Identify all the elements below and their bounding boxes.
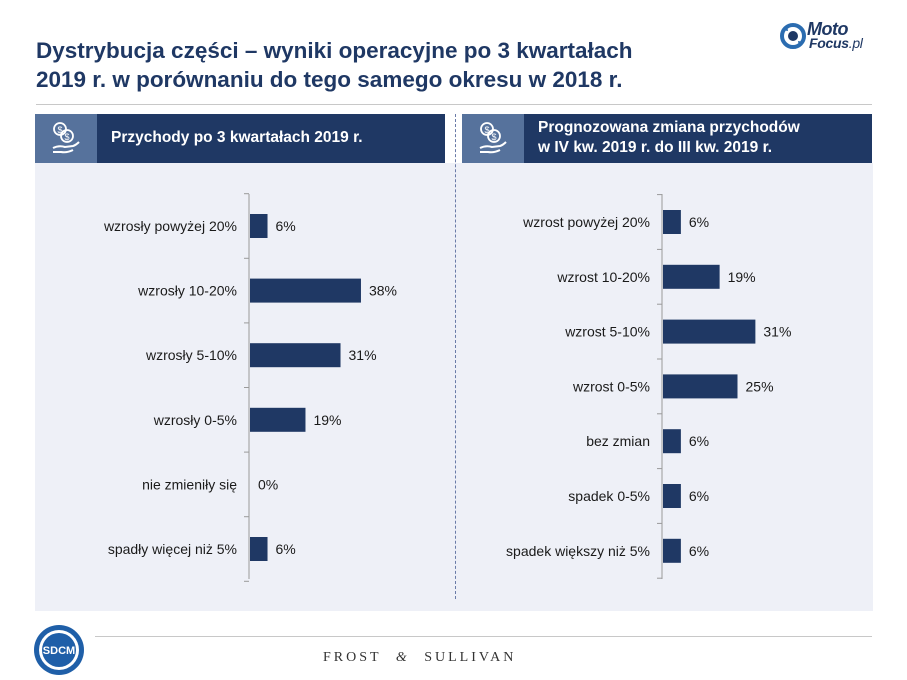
right-category-label: wzrost 0-5%	[572, 378, 650, 394]
right-category-label: wzrost 5-10%	[564, 324, 650, 340]
left-bar	[250, 214, 268, 238]
left-value-label: 0%	[258, 476, 278, 492]
svg-text:$: $	[491, 132, 496, 142]
panel-divider	[455, 114, 456, 599]
logo-text-pl: .pl	[848, 35, 863, 51]
right-category-label: wzrost powyżej 20%	[522, 214, 650, 230]
left-bar	[250, 278, 361, 303]
right-bar	[663, 484, 681, 508]
sullivan-word: SULLIVAN	[424, 650, 517, 665]
left-panel-header: $ $ Przychody po 3 kwartałach 2019 r.	[35, 114, 445, 163]
left-bar	[250, 537, 268, 561]
right-panel-header: $ $ Prognozowana zmiana przychodów w IV …	[462, 114, 872, 163]
right-category-label: wzrost 10-20%	[556, 269, 650, 285]
right-value-label: 6%	[689, 433, 709, 449]
left-value-label: 6%	[276, 541, 296, 557]
right-header-line-1: Prognozowana zmiana przychodów	[538, 119, 800, 136]
right-value-label: 19%	[728, 269, 756, 285]
money-hand-icon: $ $	[479, 122, 507, 154]
right-bar	[663, 429, 681, 454]
money-hand-icon: $ $	[52, 122, 80, 154]
left-category-label: wzrosły 0-5%	[153, 412, 237, 428]
right-bar	[663, 210, 681, 234]
right-header-line-2: w IV kw. 2019 r. do III kw. 2019 r.	[538, 139, 773, 156]
left-header-icon-box: $ $	[35, 114, 97, 163]
title-line-2: 2019 r. w porównaniu do tego samego okre…	[36, 67, 623, 92]
left-category-label: wzrosły powyżej 20%	[103, 218, 237, 234]
motofocus-logo: Moto Focus.pl	[779, 19, 879, 53]
right-bar	[663, 374, 738, 399]
left-header-line-1: Przychody po 3 kwartałach 2019 r.	[111, 129, 363, 146]
left-category-label: spadły więcej niż 5%	[108, 541, 237, 557]
svg-text:$: $	[64, 132, 69, 142]
right-header-title: Prognozowana zmiana przychodów w IV kw. …	[538, 118, 800, 158]
left-value-label: 19%	[313, 412, 341, 428]
right-bar	[663, 538, 681, 563]
left-category-label: wzrosły 10-20%	[137, 283, 237, 299]
page-title: Dystrybucja części – wyniki operacyjne p…	[36, 36, 756, 94]
right-bar	[663, 264, 720, 289]
right-value-label: 25%	[746, 378, 774, 394]
right-category-label: spadek 0-5%	[568, 488, 650, 504]
left-bar	[250, 343, 341, 368]
frost-sullivan-logo: FROST & SULLIVAN	[323, 650, 516, 666]
top-divider	[36, 104, 872, 105]
right-value-label: 6%	[689, 543, 709, 559]
left-value-label: 31%	[349, 347, 377, 363]
logo-text-focus-word: Focus	[809, 35, 849, 51]
left-value-label: 6%	[276, 218, 296, 234]
right-value-label: 6%	[689, 488, 709, 504]
right-bar	[663, 319, 756, 344]
left-category-label: wzrosły 5-10%	[145, 347, 237, 363]
logo-text-moto: Moto	[807, 19, 848, 39]
frost-word: FROST	[323, 650, 382, 665]
sdcm-logo: SDCM	[34, 625, 84, 675]
left-category-label: nie zmieniły się	[142, 476, 237, 492]
left-bar	[250, 407, 306, 432]
gear-arrows-icon	[780, 23, 806, 49]
left-header-title: Przychody po 3 kwartałach 2019 r.	[111, 128, 363, 148]
svg-text:$: $	[57, 125, 62, 135]
right-value-label: 6%	[689, 214, 709, 230]
logo-text-focus: Focus.pl	[809, 35, 863, 51]
ampersand: &	[395, 650, 410, 665]
right-header-icon-box: $ $	[462, 114, 524, 163]
right-value-label: 31%	[763, 324, 791, 340]
right-category-label: bez zmian	[586, 433, 650, 449]
bottom-divider	[95, 636, 872, 637]
svg-text:$: $	[484, 125, 489, 135]
sdcm-logo-text: SDCM	[43, 645, 75, 657]
title-line-1: Dystrybucja części – wyniki operacyjne p…	[36, 38, 633, 63]
right-category-label: spadek większy niż 5%	[506, 543, 650, 559]
left-value-label: 38%	[369, 283, 397, 299]
